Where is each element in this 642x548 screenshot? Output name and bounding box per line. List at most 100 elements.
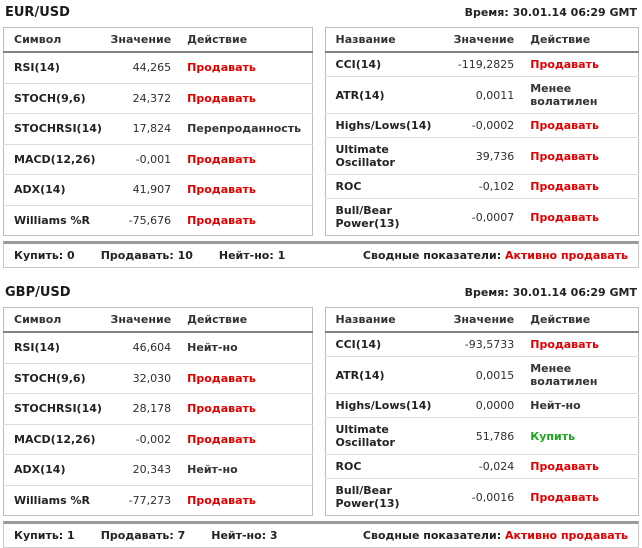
indicator-action: Продавать bbox=[516, 454, 639, 479]
table-row: STOCH(9,6) 24,372 Продавать bbox=[3, 82, 312, 114]
table-row: MACD(12,26) -0,002 Продавать bbox=[3, 423, 312, 455]
indicator-action: Продавать bbox=[173, 484, 312, 516]
indicator-action: Менее волатилен bbox=[516, 76, 639, 114]
signal-counts: Купить: 0 Продавать: 10 Нейт-но: 1 bbox=[14, 249, 285, 262]
indicator-action: Продавать bbox=[516, 478, 639, 516]
indicator-value: -0,102 bbox=[437, 174, 517, 199]
indicator-value: -119,2825 bbox=[457, 58, 515, 71]
col-header-action: Действие bbox=[173, 27, 312, 53]
indicator-name: Highs/Lows(14) bbox=[325, 113, 438, 138]
indicator-action: Нейт-но bbox=[516, 393, 639, 418]
col-header-value: Значение bbox=[96, 307, 174, 333]
table-row: Williams %R -77,273 Продавать bbox=[3, 484, 312, 516]
sell-count: Продавать: 7 bbox=[100, 529, 186, 542]
pair-title: EUR/USD bbox=[5, 5, 70, 20]
table-row: Bull/Bear Power(13) -0,0007 Продавать bbox=[325, 198, 639, 236]
indicator-action: Нейт-но bbox=[187, 341, 238, 355]
signal-counts: Купить: 1 Продавать: 7 Нейт-но: 3 bbox=[14, 529, 278, 542]
indicator-name: STOCHRSI(14) bbox=[3, 393, 102, 425]
table-row: Ultimate Oscillator 39,736 Продавать bbox=[325, 137, 639, 175]
indicator-action: Купить bbox=[516, 417, 639, 455]
indicator-value: 46,604 bbox=[132, 341, 172, 355]
table-row: RSI(14) 44,265 Продавать bbox=[4, 52, 313, 83]
indicator-value: 0,0015 bbox=[437, 356, 517, 394]
indicator-value: 32,030 bbox=[96, 362, 174, 394]
summary-label: Сводные показатели: bbox=[362, 249, 502, 262]
summary-value: Активно продавать bbox=[504, 529, 628, 542]
indicator-name: RSI(14) bbox=[14, 341, 60, 355]
col-header-action: Действие bbox=[516, 27, 639, 53]
indicator-value: -77,273 bbox=[96, 484, 174, 516]
indicator-name: ADX(14) bbox=[3, 454, 97, 485]
indicator-action: Продавать bbox=[530, 58, 599, 71]
col-header-name: Название bbox=[325, 307, 438, 333]
indicator-action: Продавать bbox=[173, 204, 312, 236]
table-row: STOCHRSI(14) 28,178 Продавать bbox=[3, 393, 312, 425]
section-eurusd: EUR/USD Время: 30.01.14 06:29 GMT Символ… bbox=[3, 5, 639, 268]
table-row: CCI(14) -93,5733 Продавать bbox=[325, 332, 639, 357]
indicator-name: Williams %R bbox=[3, 484, 97, 516]
indicator-name: Bull/Bear Power(13) bbox=[325, 478, 438, 516]
indicator-action: Продавать bbox=[173, 393, 312, 425]
section-gbpusd: GBP/USD Время: 30.01.14 06:29 GMT Символ… bbox=[3, 285, 639, 548]
col-header-symbol: Символ bbox=[3, 27, 97, 53]
table-row: Bull/Bear Power(13) -0,0016 Продавать bbox=[325, 478, 639, 516]
indicator-value: 41,907 bbox=[96, 174, 174, 205]
indicator-value: 44,265 bbox=[132, 61, 172, 75]
overall-summary: Сводные показатели: Активно продавать bbox=[363, 249, 628, 262]
indicator-value: 24,372 bbox=[96, 82, 174, 114]
indicator-value: 28,178 bbox=[96, 393, 174, 425]
indicator-action: Продавать bbox=[187, 61, 256, 75]
table-row: ROC -0,024 Продавать bbox=[325, 454, 639, 479]
indicator-name: ROC bbox=[325, 174, 438, 199]
tables-row: Символ Значение Действие RSI(14) 46,604 … bbox=[3, 307, 639, 516]
indicator-value: -0,001 bbox=[96, 143, 174, 175]
indicator-name: MACD(12,26) bbox=[3, 423, 97, 455]
col-header-action: Действие bbox=[516, 307, 639, 333]
indicator-name: RSI(14) bbox=[14, 61, 60, 75]
oscillators-table: Символ Значение Действие RSI(14) 44,265 … bbox=[3, 27, 313, 236]
indicator-action: Перепроданность bbox=[173, 113, 312, 145]
summary-bar: Купить: 0 Продавать: 10 Нейт-но: 1 Сводн… bbox=[3, 241, 639, 268]
indicator-action: Продавать bbox=[516, 113, 639, 138]
indicator-value: 0,0011 bbox=[437, 76, 517, 114]
indicator-action: Продавать bbox=[516, 198, 639, 236]
indicator-value: -0,002 bbox=[96, 423, 174, 455]
summary-bar: Купить: 1 Продавать: 7 Нейт-но: 3 Сводны… bbox=[3, 521, 639, 548]
buy-count: Купить: 0 bbox=[14, 249, 75, 262]
table-row: ADX(14) 20,343 Нейт-но bbox=[3, 454, 312, 485]
header-row: Название Значение Действие bbox=[325, 307, 639, 333]
indicator-action: Нейт-но bbox=[173, 454, 312, 485]
col-header-action: Действие bbox=[173, 307, 312, 333]
col-header-symbol: Символ bbox=[3, 307, 97, 333]
summary-label: Сводные показатели: bbox=[362, 529, 502, 542]
timestamp: Время: 30.01.14 06:29 GMT bbox=[464, 6, 637, 19]
sell-count: Продавать: 10 bbox=[100, 249, 193, 262]
indicator-value: 0,0000 bbox=[437, 393, 517, 418]
table-row: Highs/Lows(14) -0,0002 Продавать bbox=[325, 113, 639, 138]
indicator-name: Highs/Lows(14) bbox=[325, 393, 438, 418]
overall-summary: Сводные показатели: Активно продавать bbox=[363, 529, 628, 542]
indicator-action: Продавать bbox=[173, 143, 312, 175]
indicator-name: STOCHRSI(14) bbox=[3, 113, 102, 145]
indicator-name: Williams %R bbox=[3, 204, 97, 236]
table-row: RSI(14) 46,604 Нейт-но bbox=[4, 332, 313, 363]
buy-count: Купить: 1 bbox=[14, 529, 75, 542]
summary-value: Активно продавать bbox=[504, 249, 628, 262]
indicator-name: ADX(14) bbox=[3, 174, 97, 205]
table-row: Ultimate Oscillator 51,786 Купить bbox=[325, 417, 639, 455]
indicator-name: STOCH(9,6) bbox=[3, 82, 97, 114]
indicator-value: 39,736 bbox=[437, 137, 517, 175]
tables-row: Символ Значение Действие RSI(14) 44,265 … bbox=[3, 27, 639, 236]
table-row: Highs/Lows(14) 0,0000 Нейт-но bbox=[325, 393, 639, 418]
table-row: ADX(14) 41,907 Продавать bbox=[3, 174, 312, 205]
table-row: ATR(14) 0,0015 Менее волатилен bbox=[325, 356, 639, 394]
indicator-value: -0,0016 bbox=[437, 478, 517, 516]
indicator-name: ATR(14) bbox=[325, 356, 438, 394]
indicator-name: ROC bbox=[325, 454, 438, 479]
oscillators-table: Символ Значение Действие RSI(14) 46,604 … bbox=[3, 307, 313, 516]
indicator-name: ATR(14) bbox=[325, 76, 438, 114]
indicator-value: -93,5733 bbox=[464, 338, 515, 351]
indicator-value: -0,0007 bbox=[437, 198, 517, 236]
indicator-value: 17,824 bbox=[96, 113, 174, 145]
